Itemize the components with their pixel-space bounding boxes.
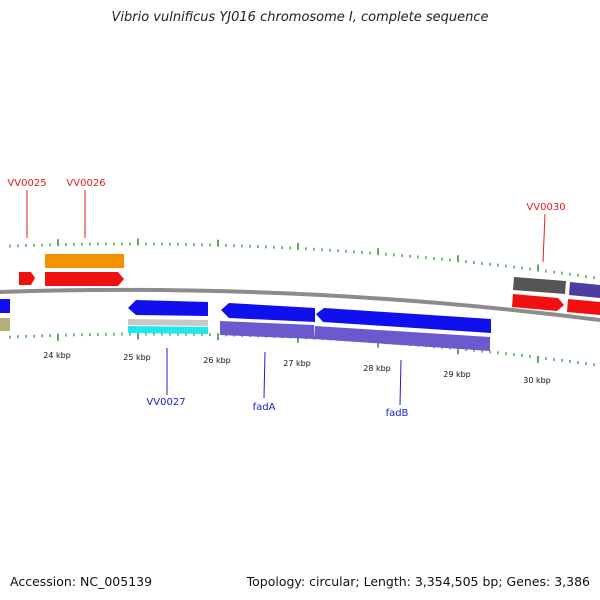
axis-label-29kbp: 29 kbp <box>443 370 471 379</box>
cds-edge-olive[interactable] <box>0 318 10 331</box>
label-leaders <box>26 190 546 406</box>
leader-vv0030 <box>542 213 546 263</box>
cds-edge-indigo[interactable] <box>569 282 600 298</box>
cds-vv0027-cyan[interactable] <box>128 326 208 334</box>
cds-vv0030-red[interactable] <box>512 294 564 311</box>
chromosome-backbone <box>0 287 600 322</box>
axis-label-27kbp: 27 kbp <box>283 359 311 368</box>
cds-vv0025-small[interactable] <box>19 272 35 285</box>
cds-edge-red[interactable] <box>567 299 600 315</box>
cds-vv0026-red[interactable] <box>45 272 124 286</box>
forward-strand-track <box>19 254 600 315</box>
map-title: Vibrio vulnificus YJ016 chromosome I, co… <box>111 10 489 25</box>
axis-label-30kbp: 30 kbp <box>523 376 551 385</box>
accession-text: Accession: NC_005139 <box>10 574 153 589</box>
axis-label-26kbp: 26 kbp <box>203 356 231 365</box>
cds-fada-purple[interactable] <box>220 321 314 339</box>
gene-label-fadb[interactable]: fadB <box>386 408 409 419</box>
axis-label-24kbp: 24 kbp <box>43 351 71 360</box>
axis-label-25kbp: 25 kbp <box>123 353 151 362</box>
cds-fadb-blue[interactable] <box>316 308 491 333</box>
gene-label-vv0026[interactable]: VV0026 <box>66 178 105 189</box>
leader-fadb <box>399 359 402 406</box>
gene-label-vv0025[interactable]: VV0025 <box>7 178 46 189</box>
leader-fada <box>263 351 266 399</box>
gene-label-fada[interactable]: fadA <box>253 402 276 413</box>
reverse-strand-track <box>0 299 491 351</box>
cds-fadb-purple[interactable] <box>314 326 490 351</box>
cds-vv0030-gray[interactable] <box>513 277 566 294</box>
gene-label-vv0030[interactable]: VV0030 <box>526 202 565 213</box>
cds-fada-blue[interactable] <box>221 303 315 322</box>
cds-edge-blue[interactable] <box>0 299 10 313</box>
outer-tick-row <box>9 238 595 280</box>
gene-label-vv0027[interactable]: VV0027 <box>146 397 185 408</box>
cds-vv0027-blue[interactable] <box>128 300 208 316</box>
topology-summary: Topology: circular; Length: 3,354,505 bp… <box>246 574 590 589</box>
cds-vv0027-gray[interactable] <box>128 319 208 326</box>
axis-label-28kbp: 28 kbp <box>363 364 391 373</box>
cds-vv0026-orange[interactable] <box>45 254 124 268</box>
